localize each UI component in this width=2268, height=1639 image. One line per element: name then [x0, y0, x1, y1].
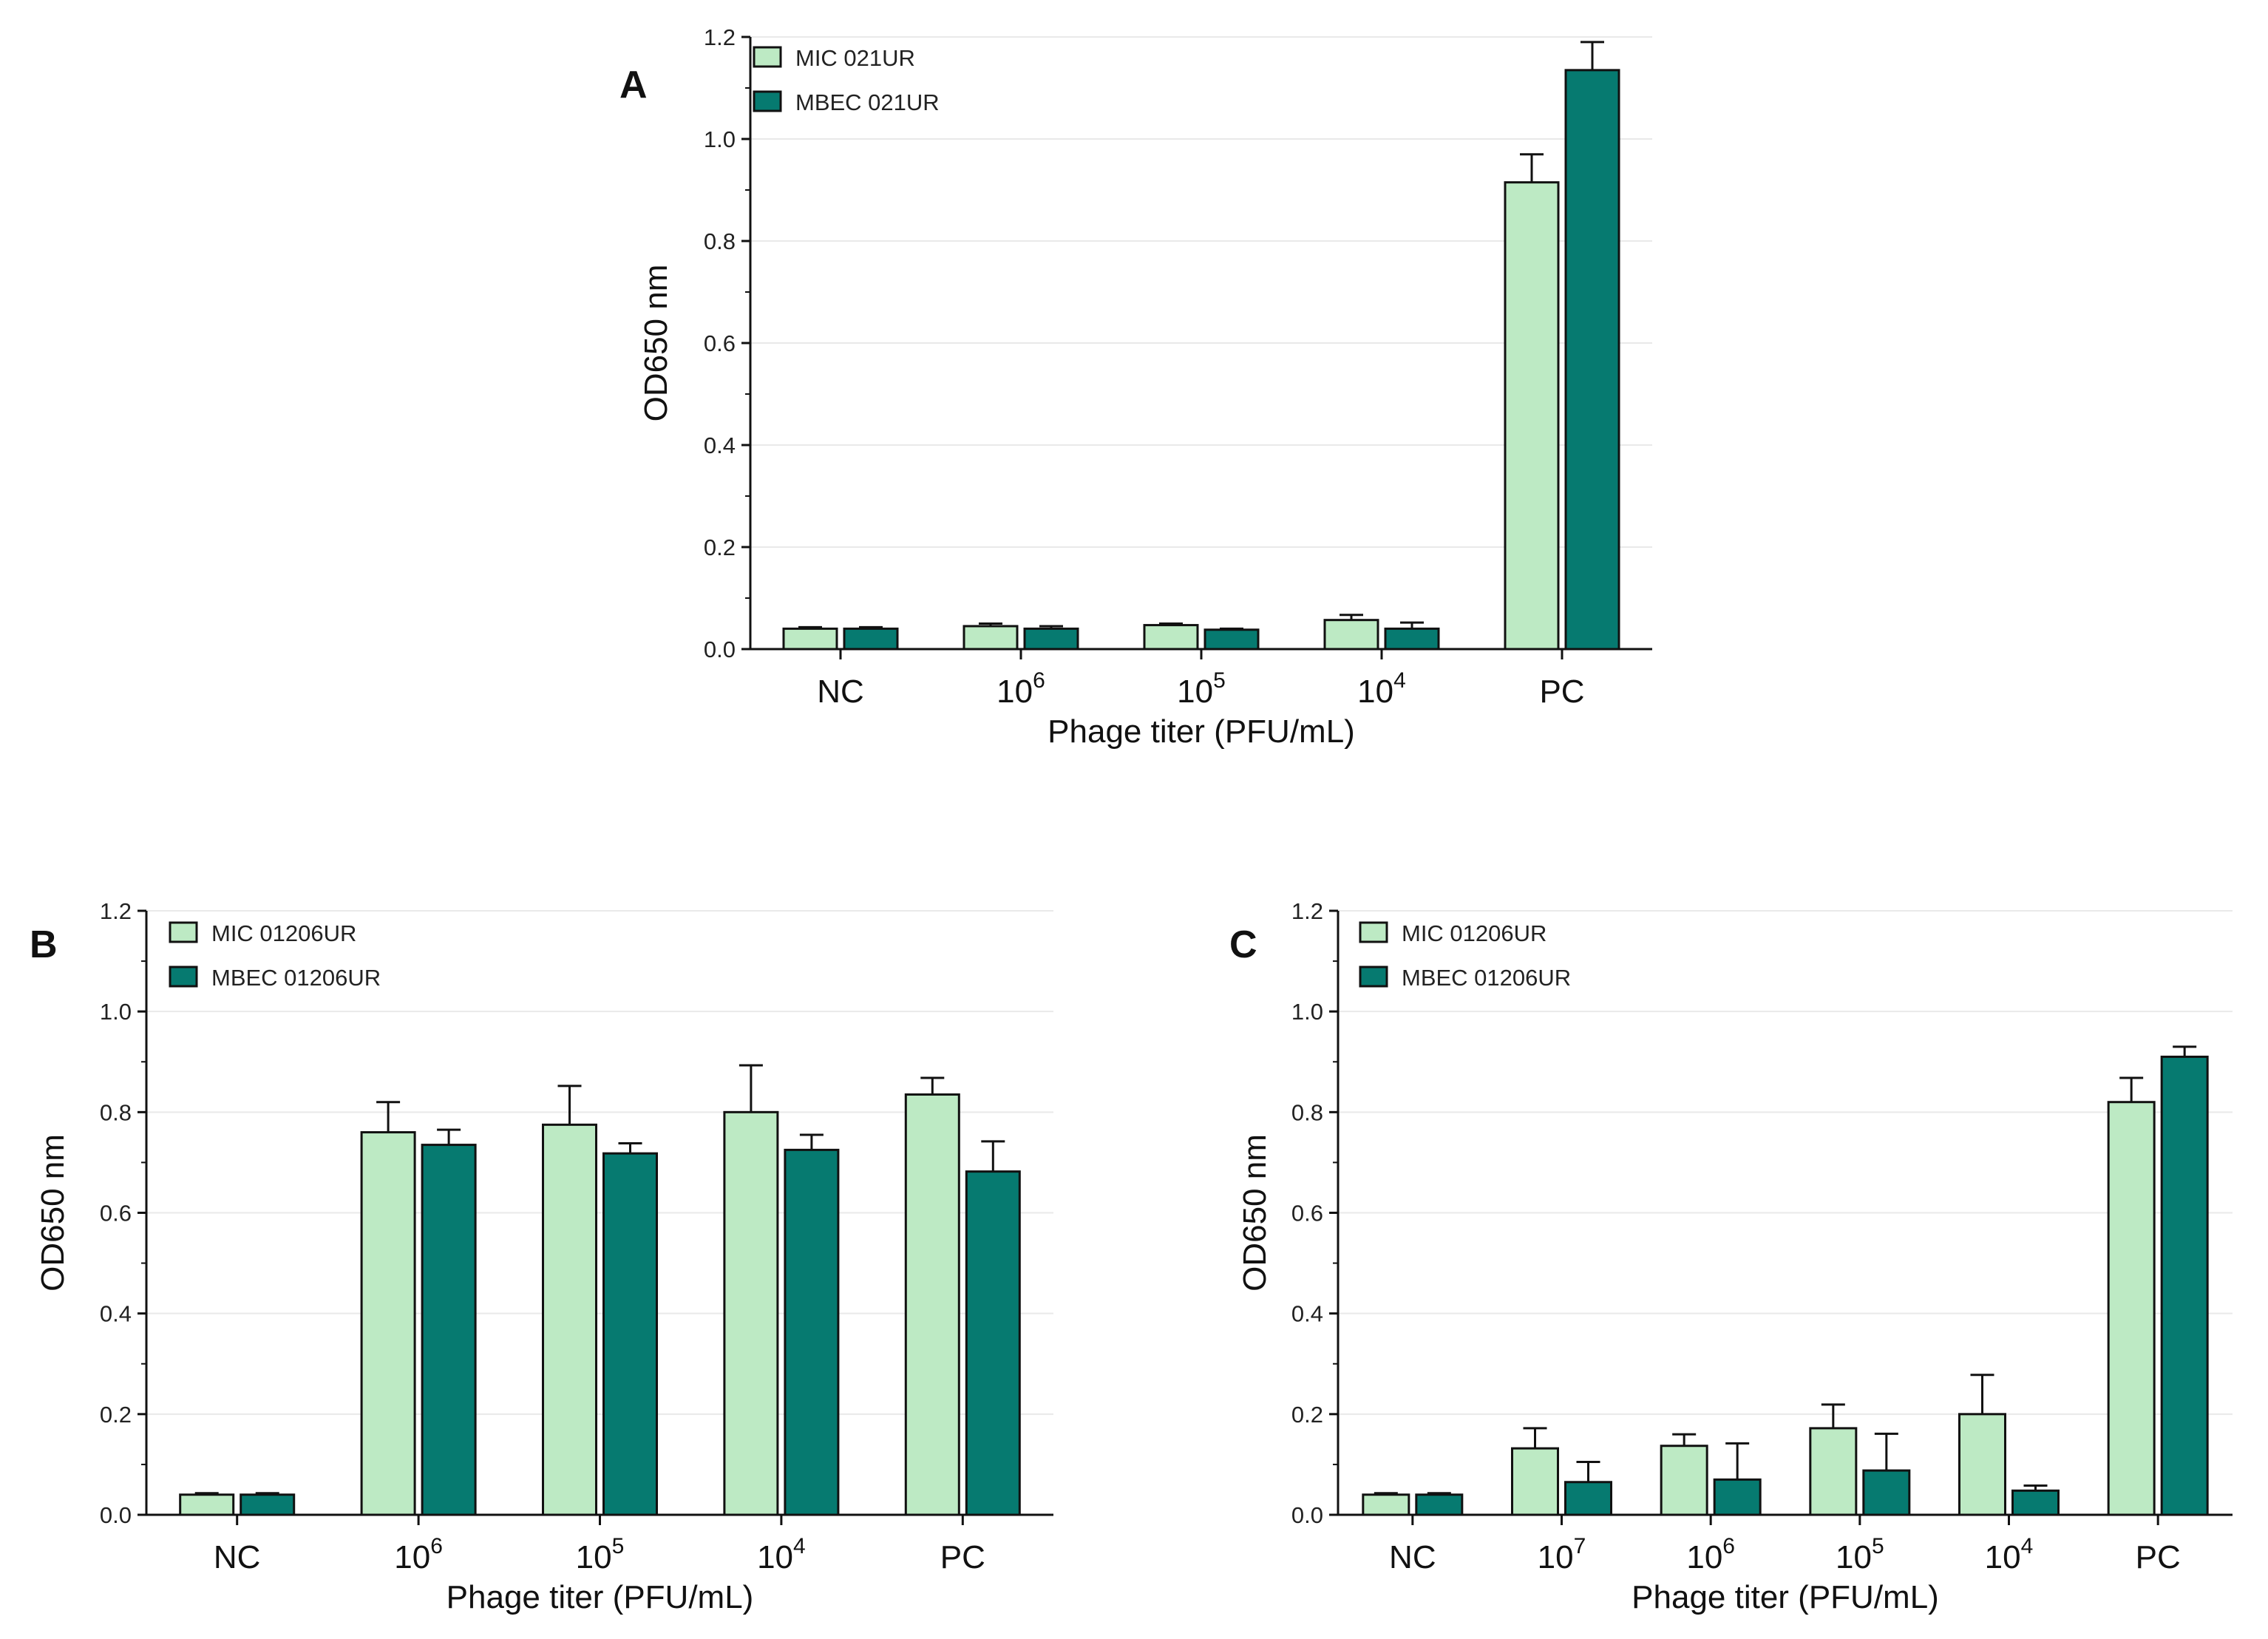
y-tick-label: 0.6 [1291, 1201, 1323, 1226]
bar-mic [1511, 1447, 1559, 1516]
bar-mbec [602, 1152, 658, 1516]
x-tick-label: 107 [1538, 1534, 1586, 1575]
y-tick-label: 0.0 [100, 1502, 132, 1528]
bar-mbec [1713, 1478, 1762, 1516]
legend-swatch [169, 966, 198, 988]
x-tick-label: NC [214, 1539, 261, 1575]
legend-swatch [1359, 966, 1388, 988]
bar-mic [723, 1110, 779, 1516]
x-tick-label: 105 [1177, 668, 1226, 710]
y-axis-title: OD650 nm [35, 1134, 71, 1292]
y-tick-label: 0.2 [100, 1402, 132, 1428]
x-tick-label: 106 [1686, 1534, 1735, 1575]
bar-mbec [965, 1170, 1021, 1516]
bar-mbec [843, 627, 899, 651]
x-tick-label: 104 [1985, 1534, 2034, 1575]
bar-mic [962, 625, 1019, 651]
bar-mic [1362, 1493, 1410, 1516]
bar-mic [1504, 181, 1560, 651]
y-tick-label: 0.0 [1291, 1502, 1323, 1528]
y-tick-label: 0.4 [1291, 1301, 1323, 1327]
bar-mic [1660, 1445, 1708, 1516]
panel-letter: C [1229, 923, 1257, 966]
y-tick-label: 0.8 [704, 228, 736, 254]
legend-label: MIC 01206UR [211, 920, 356, 946]
y-tick-label: 1.2 [704, 24, 736, 50]
bar-mbec [784, 1148, 840, 1516]
x-tick-label: PC [1539, 673, 1584, 710]
bar-mbec [1564, 69, 1620, 651]
bar-mbec [1023, 627, 1079, 651]
x-tick-label: 105 [1836, 1534, 1884, 1575]
bar-mic [1809, 1427, 1858, 1516]
x-tick-label: 106 [394, 1534, 443, 1575]
x-axis-title: Phage titer (PFU/mL) [447, 1579, 754, 1615]
y-tick-label: 0.0 [704, 637, 736, 662]
bar-mic [542, 1123, 597, 1516]
chart-panel-a: 0.0 0.2 0.4 0.6 0.8 1.0 1.2 NC 106 105 104 PC MIC 02… [619, 24, 1652, 750]
y-tick-label: 1.2 [100, 898, 132, 924]
bar-mbec [421, 1144, 477, 1516]
x-tick-label: PC [940, 1539, 985, 1575]
y-tick-label: 1.2 [1291, 898, 1323, 924]
bar-mic [1323, 619, 1379, 651]
x-tick-label: PC [2136, 1539, 2181, 1575]
bar-mic [1958, 1413, 2006, 1516]
bar-mic [782, 627, 838, 651]
x-tick-label: NC [817, 673, 864, 710]
bar-mbec [1862, 1469, 1911, 1516]
legend-swatch [753, 46, 782, 68]
panel-letter: B [30, 923, 58, 966]
legend-swatch [169, 921, 198, 943]
bar-mic [1143, 624, 1199, 651]
y-axis-title: OD650 nm [638, 265, 674, 422]
x-axis-title: Phage titer (PFU/mL) [1048, 713, 1355, 750]
legend-label: MBEC 021UR [795, 89, 940, 115]
y-tick-label: 0.8 [1291, 1099, 1323, 1125]
legend-label: MBEC 01206UR [1402, 965, 1571, 991]
bar-mbec [1203, 628, 1260, 651]
bar-mbec [240, 1493, 296, 1516]
chart-panel-c: 0.0 0.2 0.4 0.6 0.8 1.0 1.2 NC 107 106 105 104 PC MIC… [1229, 898, 2233, 1615]
legend-label: MIC 021UR [795, 45, 915, 71]
legend-swatch [753, 90, 782, 112]
y-tick-label: 1.0 [100, 999, 132, 1025]
legend-label: MBEC 01206UR [211, 965, 381, 991]
x-tick-label: 104 [757, 1534, 806, 1575]
y-tick-label: 0.4 [100, 1301, 132, 1327]
y-tick-label: 0.6 [704, 330, 736, 356]
y-tick-label: 0.2 [1291, 1402, 1323, 1428]
y-tick-label: 0.2 [704, 535, 736, 560]
y-axis-title: OD650 nm [1237, 1134, 1273, 1292]
legend-label: MIC 01206UR [1402, 920, 1546, 946]
panel-letter: A [619, 64, 648, 106]
bar-mbec [2160, 1055, 2209, 1516]
y-tick-label: 1.0 [1291, 999, 1323, 1025]
x-tick-label: NC [1389, 1539, 1436, 1575]
x-tick-label: 106 [997, 668, 1045, 710]
x-axis-title: Phage titer (PFU/mL) [1632, 1579, 1939, 1615]
bar-mic [2107, 1101, 2156, 1516]
bar-mbec [1564, 1481, 1612, 1516]
y-tick-label: 0.4 [704, 432, 736, 458]
bar-mic [179, 1493, 235, 1516]
legend-swatch [1359, 921, 1388, 943]
bar-mic [904, 1093, 960, 1516]
bar-mbec [2011, 1489, 2060, 1516]
bar-mbec [1415, 1493, 1464, 1516]
bar-mbec [1384, 627, 1440, 651]
x-tick-label: 104 [1357, 668, 1406, 710]
chart-panel-b: 0.0 0.2 0.4 0.6 0.8 1.0 1.2 NC 106 105 104 PC MIC 01… [30, 898, 1053, 1615]
y-tick-label: 1.0 [704, 126, 736, 152]
y-tick-label: 0.8 [100, 1099, 132, 1125]
bar-mic [360, 1131, 416, 1516]
x-tick-label: 105 [576, 1534, 625, 1575]
y-tick-label: 0.6 [100, 1201, 132, 1226]
